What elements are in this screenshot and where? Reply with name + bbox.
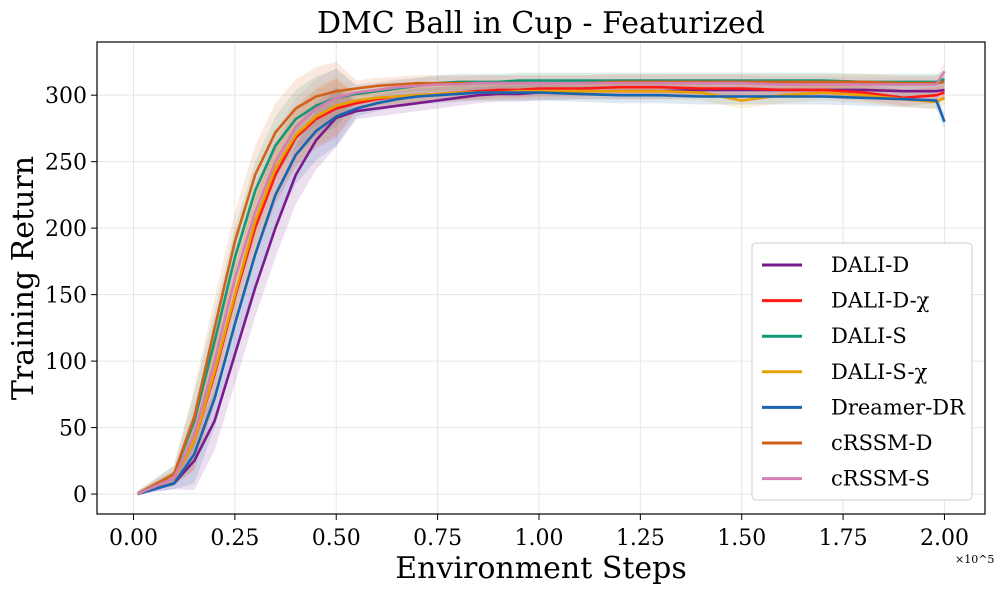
legend-label: Dreamer-DR <box>831 395 966 419</box>
legend-label: DALI-S-χ <box>831 360 928 384</box>
x-tick-label: 0.50 <box>312 526 361 551</box>
y-tick-label: 100 <box>45 350 87 375</box>
y-tick-label: 50 <box>59 417 87 442</box>
x-tick-label: 1.25 <box>616 526 665 551</box>
x-tick-label: 0.25 <box>210 526 259 551</box>
y-axis-label: Training Return <box>6 156 41 400</box>
y-axis-ticks: 0 50 100 150 200 250 300 <box>45 84 97 508</box>
y-tick-label: 0 <box>73 483 87 508</box>
legend-label: DALI-S <box>831 324 907 348</box>
legend-label: cRSSM-S <box>831 467 930 491</box>
series-lines <box>136 70 946 496</box>
x-tick-label: 0.75 <box>413 526 462 551</box>
x-scale-label: ×10^5 <box>955 553 994 566</box>
x-axis-ticks: 0.00 0.25 0.50 0.75 1.00 1.25 1.50 1.75 2.00 <box>109 514 969 551</box>
legend-label: DALI-D-χ <box>831 289 930 313</box>
y-tick-label: 150 <box>45 284 87 309</box>
x-tick-label: 2.00 <box>920 526 969 551</box>
y-tick-label: 250 <box>45 151 87 176</box>
legend-label: cRSSM-D <box>831 431 932 455</box>
x-tick-label: 1.75 <box>819 526 868 551</box>
legend: DALI-D DALI-D-χ DALI-S DALI-S-χ Dreamer-DR cR… <box>751 242 973 501</box>
x-tick-label: 1.50 <box>717 526 766 551</box>
x-tick-label: 0.00 <box>109 526 158 551</box>
y-tick-label: 200 <box>45 217 87 242</box>
series-line-6 <box>136 70 946 496</box>
y-tick-label: 300 <box>45 84 87 109</box>
plot-frame <box>96 41 986 515</box>
x-axis-label: Environment Steps <box>395 551 687 586</box>
legend-label: DALI-D <box>831 253 909 277</box>
series-line-4 <box>137 91 946 496</box>
x-tick-label: 1.00 <box>514 526 563 551</box>
chart-title: DMC Ball in Cup - Featurized <box>317 6 765 41</box>
legend-box <box>751 242 973 501</box>
